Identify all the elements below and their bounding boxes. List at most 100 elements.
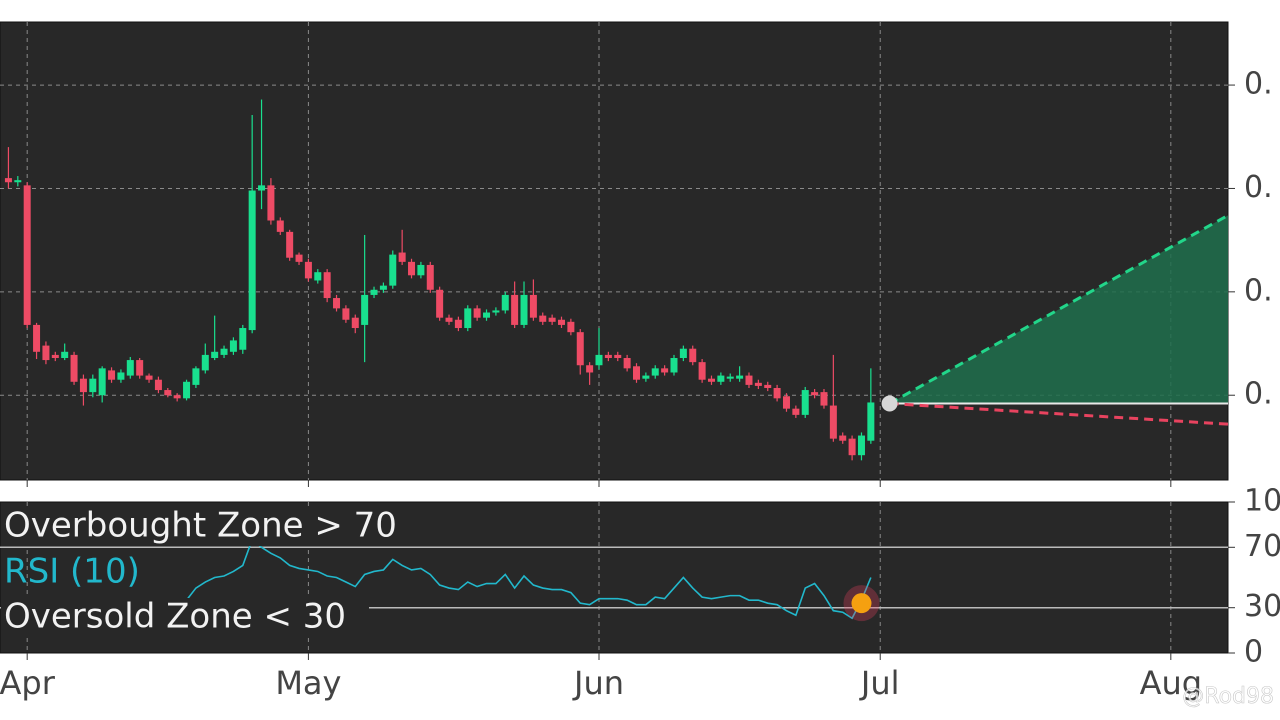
y-tick-label: 70 xyxy=(1244,529,1280,564)
candle-body xyxy=(304,261,312,279)
candle-body xyxy=(820,392,828,406)
candle-body xyxy=(351,317,359,329)
y-tick-label: 0. xyxy=(1244,273,1273,308)
y-tick-label: 0. xyxy=(1244,377,1273,412)
label-bg xyxy=(1,508,421,546)
candle-body xyxy=(192,368,200,385)
candle-body xyxy=(361,294,369,325)
candle-body xyxy=(857,435,865,456)
candle-body xyxy=(698,362,706,380)
candle-body xyxy=(679,348,687,359)
candle-body xyxy=(145,375,153,380)
x-tick-label: Jun xyxy=(572,664,624,702)
candle-body xyxy=(379,285,387,290)
candle-body xyxy=(201,354,209,371)
candle-body xyxy=(661,368,669,373)
candle-body xyxy=(70,354,78,382)
candle-body xyxy=(623,358,631,369)
candle-body xyxy=(4,178,12,183)
candle-body xyxy=(239,328,247,350)
candle-body xyxy=(276,220,284,232)
y-tick-label: 0. xyxy=(1244,170,1273,205)
candle-body xyxy=(426,264,434,290)
candle-body xyxy=(164,390,172,396)
candle-body xyxy=(136,360,144,376)
candle-body xyxy=(529,294,537,318)
candle-body xyxy=(229,340,237,352)
x-tick-label: Jul xyxy=(859,664,900,702)
candle-body xyxy=(183,381,191,399)
price-panel xyxy=(0,21,1229,481)
y-tick-label: 10 xyxy=(1244,484,1280,519)
candle-body xyxy=(782,396,790,409)
candle-body xyxy=(567,321,575,333)
candle-body xyxy=(98,368,106,396)
label-bg xyxy=(1,598,369,638)
candle-body xyxy=(614,354,622,359)
candle-body xyxy=(417,264,425,276)
candle-body xyxy=(792,408,800,415)
candle-body xyxy=(595,354,603,366)
candle-body xyxy=(745,375,753,385)
candle-body xyxy=(173,395,181,399)
candle-body xyxy=(576,332,584,366)
candle-body xyxy=(408,261,416,276)
x-tick-label: Apr xyxy=(0,664,56,702)
legend-label: RSI (10) xyxy=(4,552,140,592)
oversold-label: Oversold Zone < 30 xyxy=(4,597,346,637)
candle-body xyxy=(473,308,481,318)
candle-body xyxy=(333,298,341,309)
forecast-start xyxy=(881,395,898,412)
candle-body xyxy=(126,360,134,376)
candle-body xyxy=(726,376,734,379)
candle-body xyxy=(811,392,819,396)
candle-body xyxy=(548,317,556,322)
y-tick-label: 30 xyxy=(1244,589,1280,624)
candle-body xyxy=(632,366,640,380)
candle-body xyxy=(764,384,772,388)
candle-body xyxy=(436,289,444,318)
candle-body xyxy=(370,289,378,295)
overbought-label: Overbought Zone > 70 xyxy=(4,506,397,546)
candle-body xyxy=(483,312,491,318)
candle-body xyxy=(389,254,397,286)
x-tick-label: Aug xyxy=(1140,664,1202,702)
candle-body xyxy=(501,294,509,311)
candle-body xyxy=(707,378,715,382)
candle-body xyxy=(79,378,87,393)
y-tick-label: 0. xyxy=(1244,67,1273,102)
candle-body xyxy=(454,319,462,329)
candle-body xyxy=(689,348,697,363)
candle-body xyxy=(839,435,847,441)
candle-body xyxy=(398,252,406,262)
candle-body xyxy=(848,438,856,456)
rsi-line xyxy=(185,538,872,620)
candle-body xyxy=(445,317,453,322)
candle-body xyxy=(23,185,31,325)
candle-body xyxy=(42,345,50,361)
candle-body xyxy=(492,310,500,313)
candle-body xyxy=(108,370,116,380)
candle-body xyxy=(604,354,612,359)
x-tick-label: May xyxy=(275,664,341,702)
candle-body xyxy=(211,351,219,359)
forecast-lower xyxy=(889,401,1229,426)
candle-body xyxy=(342,308,350,320)
candle-body xyxy=(286,231,294,258)
candle-body xyxy=(642,375,650,379)
candle-body xyxy=(829,405,837,439)
candle-body xyxy=(248,190,256,331)
candle-body xyxy=(295,254,303,262)
candle-body xyxy=(670,358,678,373)
candle-body xyxy=(89,378,97,393)
candle-body xyxy=(558,319,566,325)
candle-body xyxy=(258,185,266,191)
candle-body xyxy=(33,324,41,352)
candle-body xyxy=(61,351,69,359)
candle-body xyxy=(651,368,659,376)
watermark: @Rod98 xyxy=(1182,684,1274,709)
candle-body xyxy=(117,372,125,380)
candle-body xyxy=(754,382,762,386)
